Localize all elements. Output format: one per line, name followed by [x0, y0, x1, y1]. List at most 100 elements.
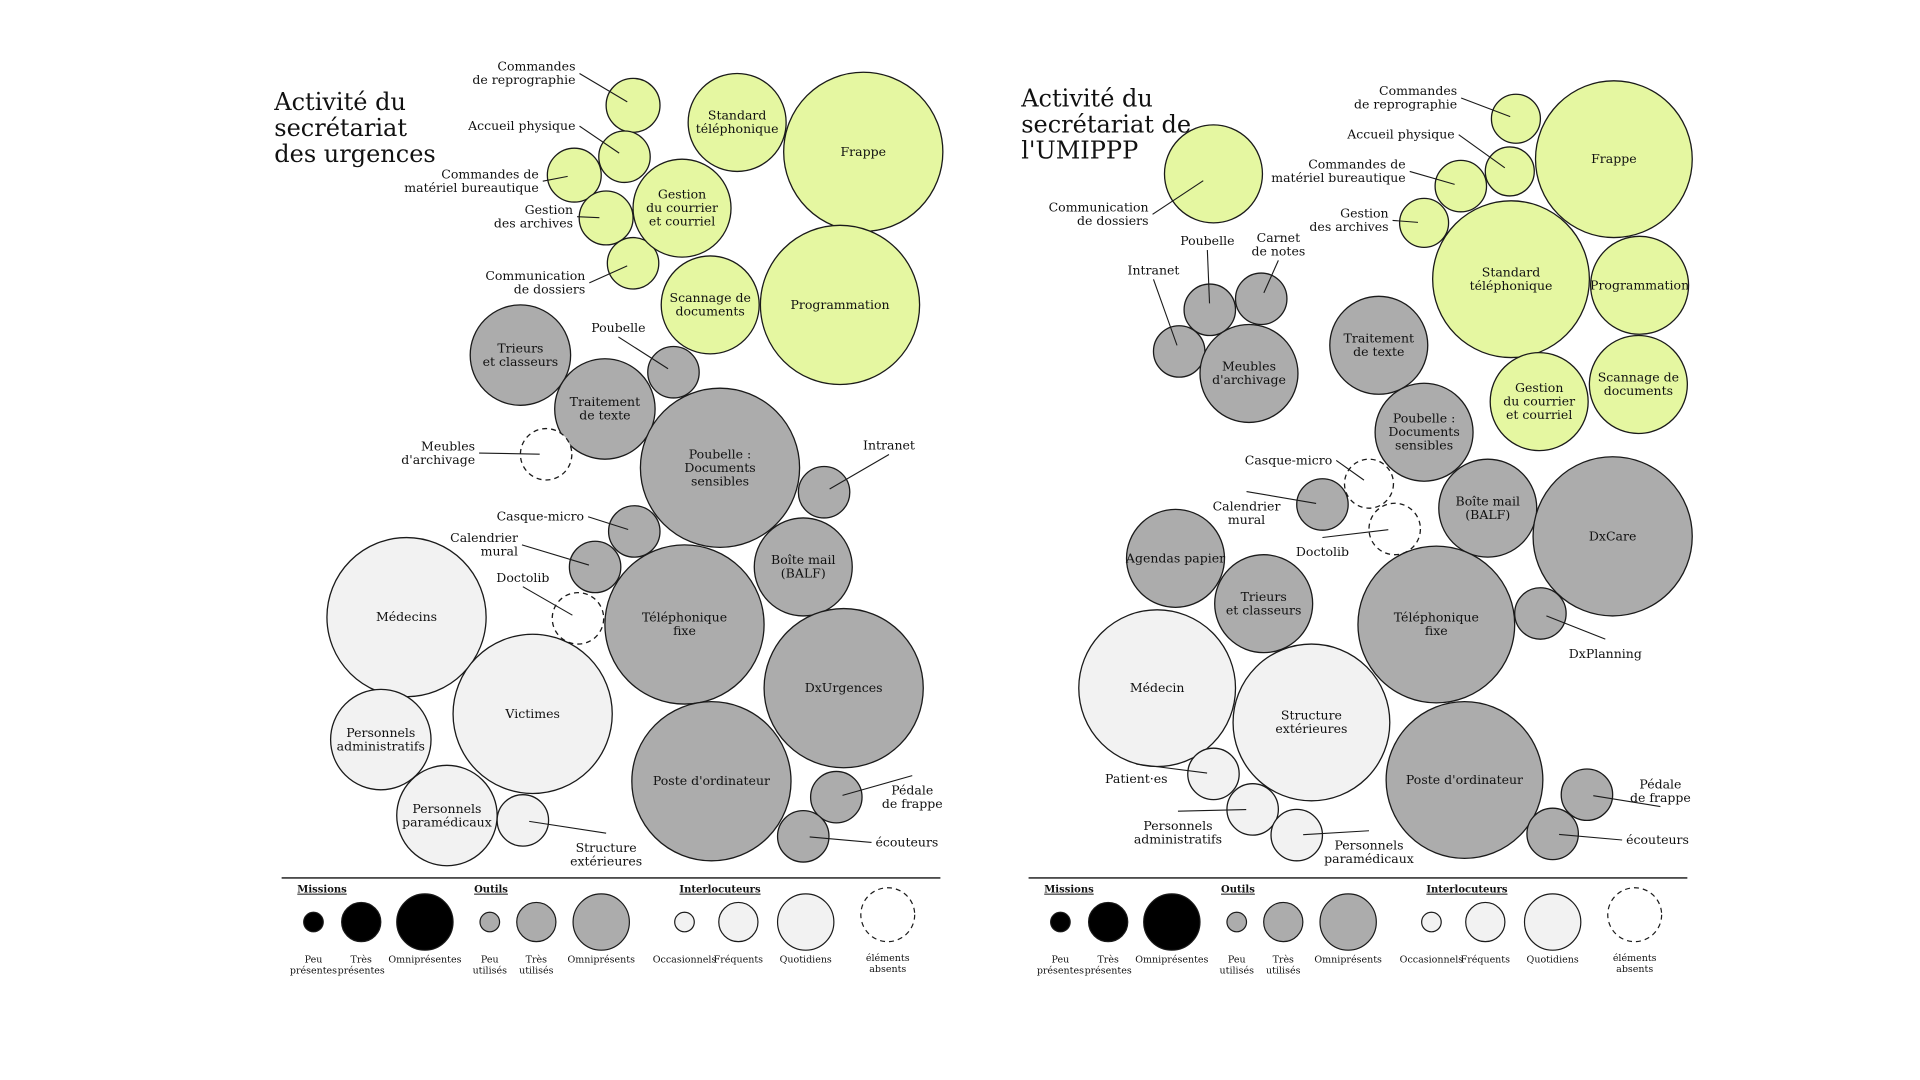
- bubble-trieurs-et-classeurs-label-line: Trieurs: [1241, 589, 1287, 604]
- legend-absent-label-line: éléments: [866, 953, 910, 964]
- legend-missions-item-label-line: présentes: [1085, 965, 1132, 976]
- bubble-personnels-administratifs-label: Personnels administratifs: [337, 725, 425, 754]
- bubble-communication-de-dossiers-label: Communication de dossiers: [1049, 200, 1149, 229]
- legend-outils-swatch: [479, 911, 501, 933]
- legend-interlocuteurs-item-label: Fréquents: [714, 954, 764, 965]
- legend-outils-item-label: Omniprésents: [567, 954, 635, 965]
- bubble-pedale-de-frappe: Pédale de frappe: [1560, 768, 1691, 822]
- bubble-poste-d-ordinateur: Poste d'ordinateur: [631, 700, 792, 862]
- bubble-poubelle: Poubelle: [591, 320, 700, 399]
- bubble-telephonique-fixe-label: Téléphonique fixe: [642, 610, 727, 639]
- bubble-agendas-papier-circle: [1125, 508, 1226, 608]
- legend-missions-swatch: [1087, 901, 1129, 943]
- legend-outils-item-label-line: utilisés: [519, 965, 554, 976]
- bubble-calendrier-mural-label-line: Calendrier: [1213, 498, 1281, 513]
- bubble-agendas-papier-label: Agendas papier: [1125, 550, 1225, 565]
- bubble-calendrier-mural-label: Calendrier mural: [1213, 498, 1281, 527]
- legend-interlocuteurs-item-label-line: Fréquents: [1461, 954, 1511, 965]
- bubble-boite-mail-balf-label-line: (BALF): [781, 566, 826, 581]
- legend-missions-item-label: Omniprésentes: [1135, 954, 1208, 965]
- bubble-commandes-de-reprographie-label-line: de reprographie: [472, 72, 575, 87]
- bubble-ecouteurs-label-line: écouteurs: [1626, 832, 1689, 847]
- bubble-trieurs-et-classeurs-label-line: et classeurs: [483, 354, 559, 369]
- bubble-structure-exterieures-circle: [496, 794, 550, 847]
- bubble-traitement-de-texte-label-line: de texte: [579, 408, 630, 423]
- bubble-poste-d-ordinateur-label-line: Poste d'ordinateur: [1406, 772, 1523, 787]
- bubble-gestion-du-courrier-et-courriel-label-line: Gestion: [1515, 380, 1563, 395]
- bubble-trieurs-et-classeurs-label: Trieurs et classeurs: [1226, 589, 1302, 618]
- bubble-communication-de-dossiers-label-line: de dossiers: [514, 282, 586, 297]
- bubble-victimes-circle: [452, 633, 613, 795]
- bubble-standard-telephonique-label: Standard téléphonique: [696, 108, 779, 136]
- legend-interlocuteurs-item-label-line: Occasionnels: [1400, 954, 1464, 965]
- bubble-pedale-de-frappe-circle: [809, 770, 863, 824]
- legend-outils-item-label-line: Peu: [1228, 954, 1246, 965]
- bubble-pedale-de-frappe-leader-line: [842, 775, 913, 796]
- legend-outils-swatch: [1226, 911, 1248, 933]
- bubble-personnels-paramedicaux-label-line: Personnels: [412, 801, 481, 816]
- legend-interlocuteurs-heading: Interlocuteurs: [1426, 885, 1508, 896]
- bubble-accueil-physique-label: Accueil physique: [467, 118, 575, 133]
- legend-interlocuteurs-item-label: Fréquents: [1461, 954, 1511, 965]
- bubble-traitement-de-texte: Traitement de texte: [554, 358, 656, 460]
- legend-missions-item-label: Peu présentes: [290, 954, 337, 976]
- bubble-carnet-de-notes-label-line: de notes: [1251, 244, 1305, 259]
- bubble-trieurs-et-classeurs: Trieurs et classeurs: [1214, 554, 1314, 654]
- bubble-carnet-de-notes-label: Carnet de notes: [1251, 230, 1305, 258]
- diagram-title-line: des urgences: [274, 140, 435, 168]
- bubble-commandes-de-reprographie-label: Commandes de reprographie: [472, 59, 575, 88]
- bubble-poubelle-label-line: Poubelle: [1180, 233, 1234, 248]
- legend-missions-item-label-line: Omniprésentes: [1135, 954, 1208, 965]
- bubble-ecouteurs-leader-line: [1559, 833, 1623, 841]
- bubble-poubelle-documents-sensibles-label-line: sensibles: [691, 473, 749, 488]
- bubble-frappe: Frappe: [1534, 80, 1693, 239]
- legend-outils-swatch: [1319, 893, 1377, 951]
- bubble-commandes-de-materiel-bureautique-label-line: matériel bureautique: [404, 180, 538, 195]
- legend-missions-item-label: Peu présentes: [1037, 954, 1084, 976]
- bubble-commandes-de-reprographie: Commandes de reprographie: [1354, 83, 1542, 144]
- legend-interlocuteurs-heading: Interlocuteurs: [679, 885, 761, 896]
- bubble-poste-d-ordinateur-label: Poste d'ordinateur: [1406, 772, 1523, 787]
- bubble-personnels-administratifs: Personnels administratifs: [329, 688, 432, 791]
- bubble-commandes-de-materiel-bureautique-label-line: Commandes de: [441, 166, 539, 181]
- bubble-frappe-label: Frappe: [1591, 151, 1637, 166]
- bubble-communication-de-dossiers-label-line: Communication: [485, 268, 585, 283]
- diagram-title-line: Activité du: [1020, 85, 1153, 113]
- bubble-dxcare: DxCare: [1532, 456, 1693, 617]
- bubble-poubelle-documents-sensibles-label: Poubelle : Documents sensibles: [1388, 411, 1459, 453]
- bubble-poste-d-ordinateur-circle: [1385, 700, 1544, 860]
- bubble-calendrier-mural: Calendrier mural: [450, 530, 622, 594]
- bubble-poubelle-documents-sensibles-label-line: Poubelle :: [689, 446, 751, 461]
- bubble-telephonique-fixe-circle: [1357, 545, 1516, 704]
- bubble-poubelle-documents-sensibles-circle: [1374, 382, 1474, 482]
- bubble-meubles-d-archivage-label-line: d'archivage: [1212, 372, 1286, 387]
- bubble-meubles-d-archivage-circle: [1199, 323, 1299, 424]
- bubble-structure-exterieures: Structure extérieures: [496, 794, 642, 868]
- bubble-structure-exterieures: Structure extérieures: [1232, 643, 1391, 802]
- bubble-commandes-de-materiel-bureautique-label-line: matériel bureautique: [1271, 170, 1405, 185]
- legend-missions-swatch: [303, 911, 324, 933]
- bubble-victimes-label-line: Victimes: [504, 706, 560, 721]
- bubble-victimes: Victimes: [452, 633, 613, 795]
- bubble-pedale-de-frappe-leader-line: [1593, 795, 1661, 808]
- bubble-calendrier-mural-leader-line: [521, 544, 590, 566]
- bubble-gestion-des-archives-label: Gestion des archives: [494, 202, 573, 231]
- bubble-commandes-de-reprographie-label-line: Commandes: [1379, 83, 1457, 98]
- bubble-gestion-du-courrier-et-courriel: Gestion du courrier et courriel: [632, 158, 732, 258]
- bubble-meubles-d-archivage: Meubles d'archivage: [1199, 323, 1299, 424]
- legend-absent-label: éléments absents: [1613, 953, 1657, 975]
- bubble-gestion-du-courrier-et-courriel-label-line: Gestion: [658, 187, 706, 202]
- bubble-scannage-de-documents-label: Scannage de documents: [1598, 370, 1679, 399]
- bubble-dxcare-label: DxCare: [1589, 528, 1636, 543]
- bubble-poubelle-label: Poubelle: [591, 320, 645, 335]
- bubble-standard-telephonique: Standard téléphonique: [1432, 200, 1591, 359]
- bubble-structure-exterieures-circle: [1232, 643, 1391, 802]
- bubble-commandes-de-materiel-bureautique-label: Commandes de matériel bureautique: [404, 166, 538, 195]
- bubble-communication-de-dossiers-label-line: Communication: [1049, 200, 1149, 215]
- bubble-scannage-de-documents: Scannage de documents: [1588, 334, 1688, 435]
- bubble-programmation: Programmation: [759, 224, 921, 386]
- bubble-calendrier-mural-label-line: Calendrier: [450, 530, 518, 545]
- diagram-title: Activité du secrétariat de l'UMIPPP: [1020, 85, 1191, 165]
- bubble-poste-d-ordinateur-label-line: Poste d'ordinateur: [653, 773, 770, 788]
